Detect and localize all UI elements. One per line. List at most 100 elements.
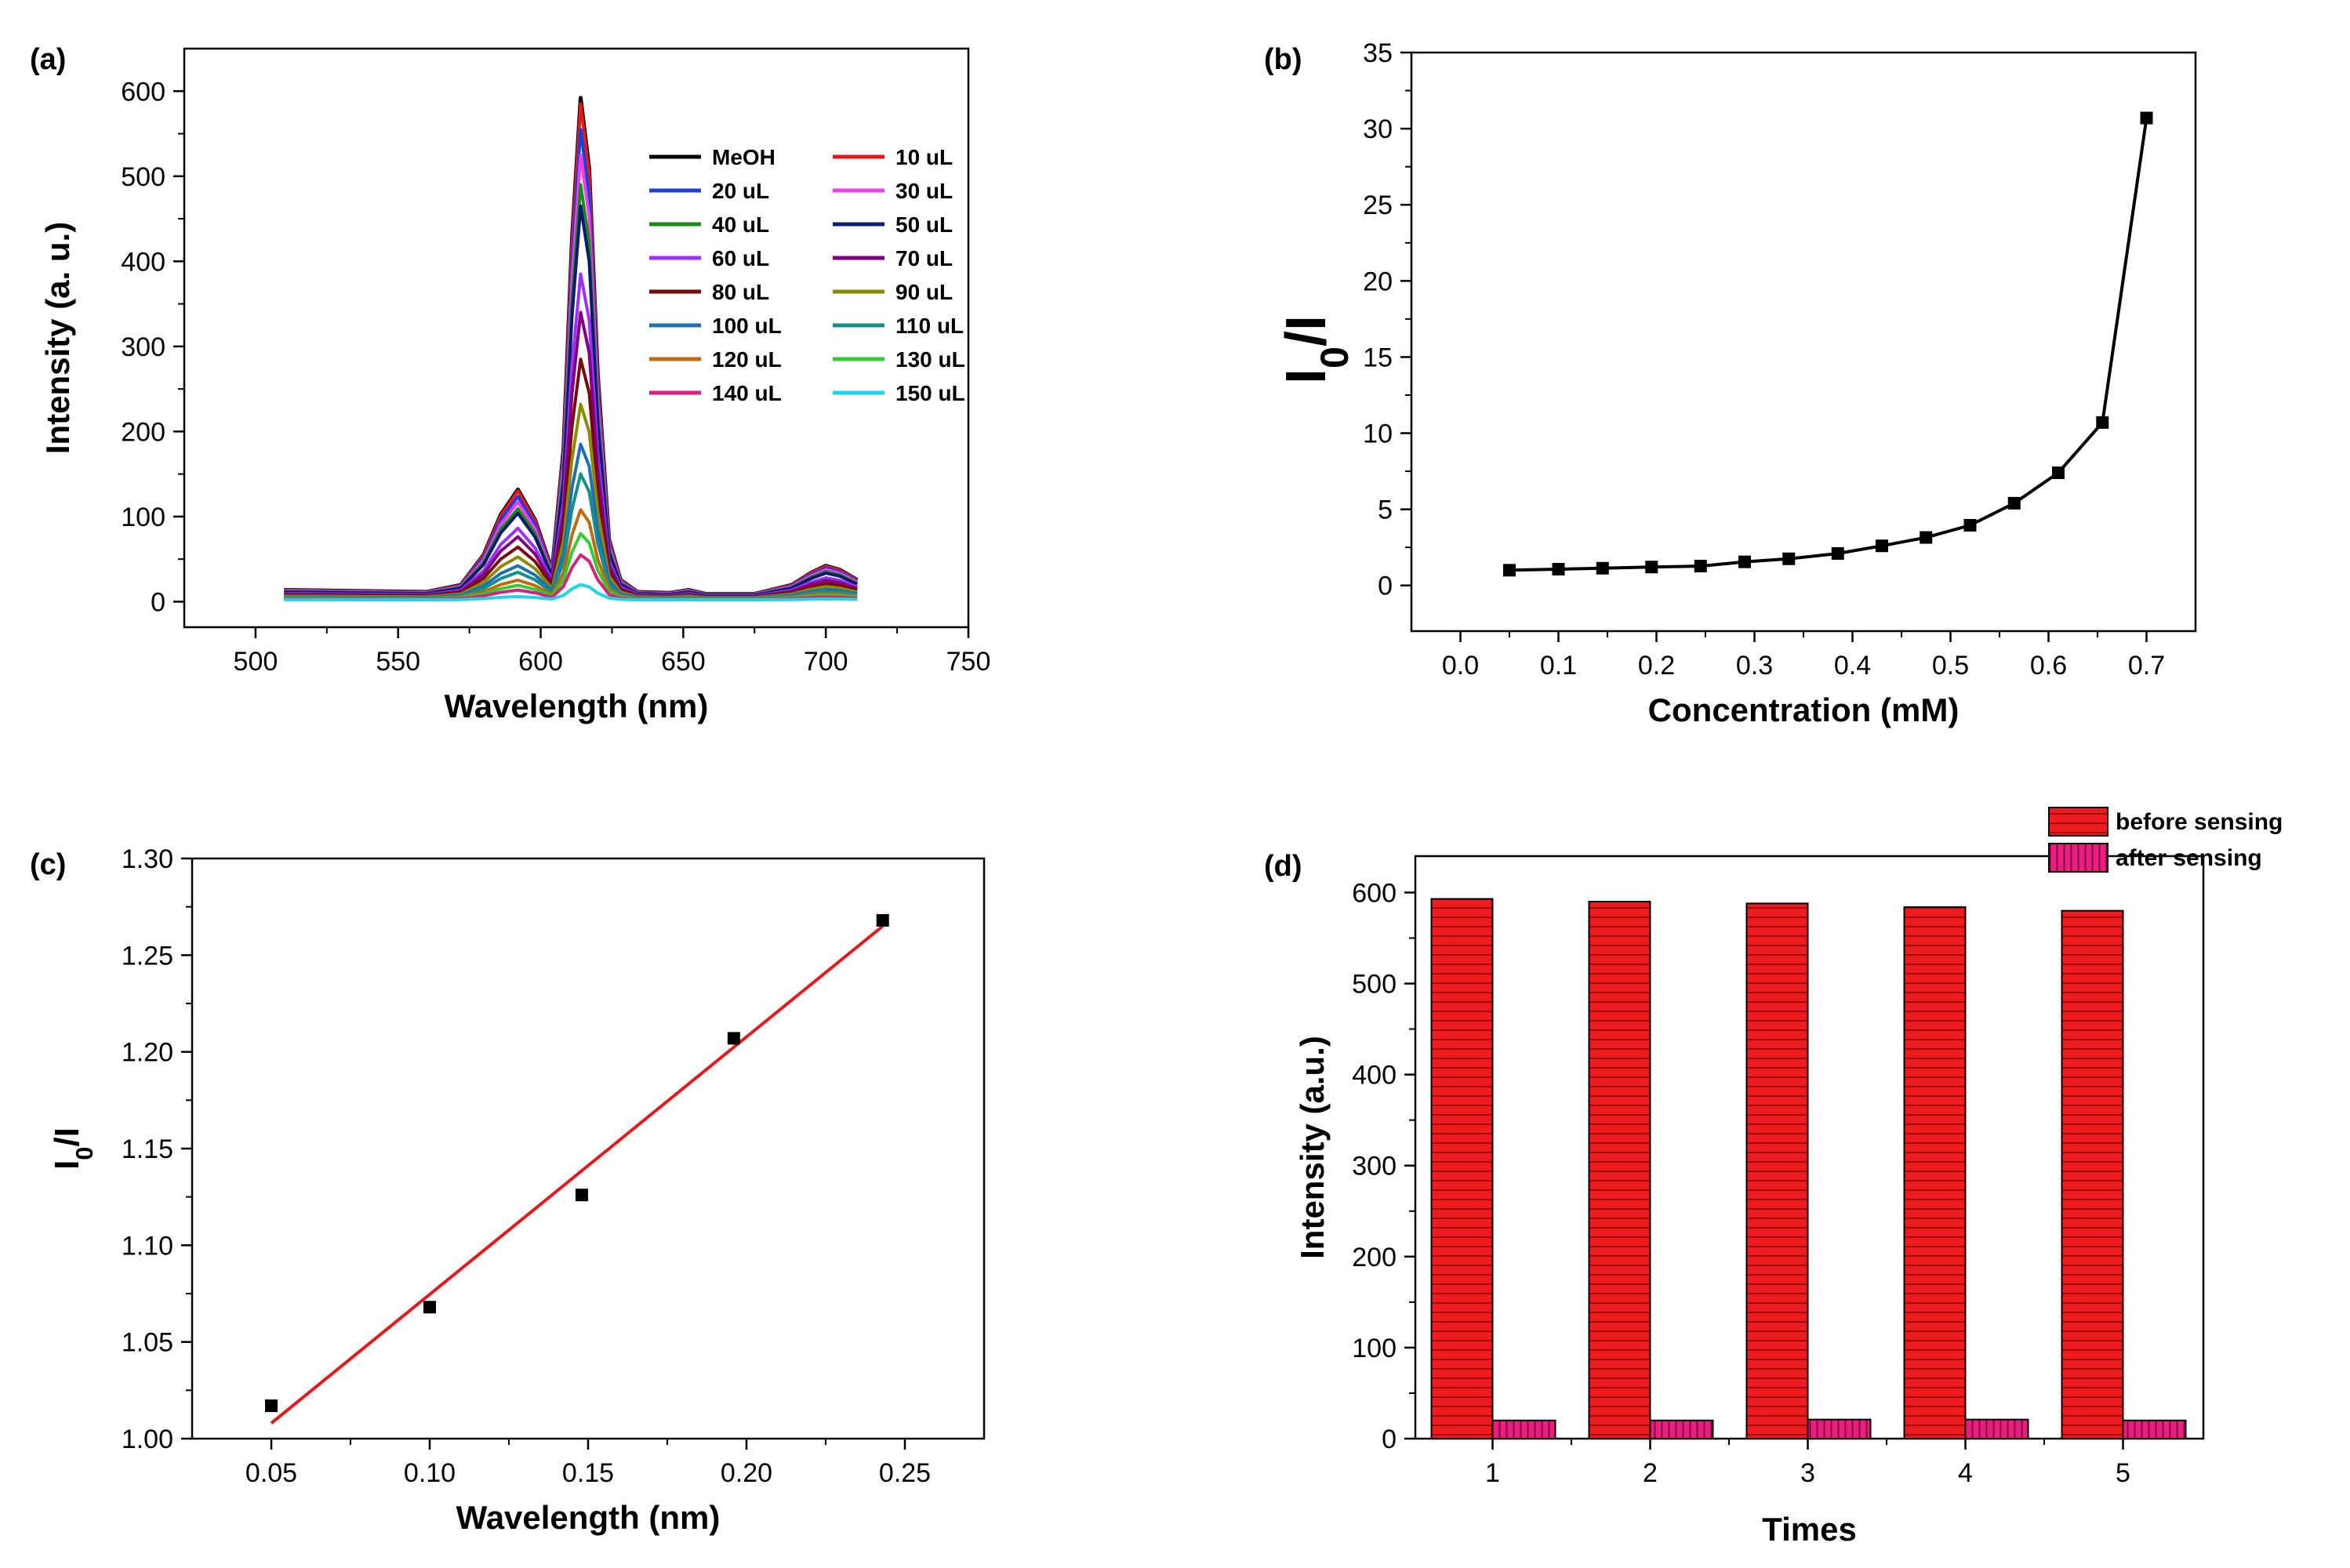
legend-label: after sensing (2116, 845, 2262, 871)
bar-before-sensing (2061, 909, 2124, 1439)
y-tick-label: 600 (121, 77, 165, 107)
data-point (265, 1399, 278, 1413)
series-line (284, 583, 858, 601)
legend-label: MeOH (712, 145, 775, 169)
y-tick-label: 1.10 (122, 1231, 173, 1261)
legend-label: 60 uL (712, 246, 769, 270)
bar-before-sensing (1903, 906, 1967, 1439)
y-tick-label: 100 (121, 503, 165, 532)
bar-before-sensing (1588, 901, 1651, 1439)
legend-swatch (2048, 843, 2108, 873)
x-tick-label: 2 (1643, 1458, 1658, 1488)
data-point (1596, 561, 1609, 575)
panel-label: (d) (1264, 850, 1302, 883)
plot-frame (191, 857, 986, 1440)
y-tick-label: 35 (1363, 38, 1393, 68)
y-tick-label: 500 (1352, 970, 1397, 1000)
panel-d: 0 100 200 300 400 500 600 1 2 3 4 5 Times Intensity (… (1264, 807, 2283, 1548)
data-point (2140, 111, 2153, 125)
bar-after-sensing (2122, 1419, 2187, 1439)
panel-a: 500 550 600 650 700 750 0 100 200 300 400 500 600 Wav… (30, 43, 990, 724)
data-point (876, 913, 889, 927)
panel-label: (a) (30, 43, 66, 76)
y-tick-label: 1.00 (122, 1425, 173, 1454)
data-point (1645, 561, 1658, 574)
panel-b: 0.0 0.1 0.2 0.3 0.4 0.5 0.6 0.7 0 5 10 15 20 25 30 35 Co… (1264, 38, 2197, 728)
series-line (1509, 118, 2148, 572)
data-point (1738, 555, 1751, 568)
legend-swatch (2048, 807, 2108, 837)
legend-label: 30 uL (895, 179, 953, 203)
x-tick-label: 3 (1800, 1458, 1815, 1488)
legend-label: 20 uL (712, 179, 769, 203)
legend-label: 100 uL (712, 314, 782, 338)
x-axis-label: Concentration (mM) (1648, 691, 1960, 728)
y-axis-label: I0/I (1275, 315, 1357, 384)
data-point (1552, 562, 1565, 575)
y-tick-label: 300 (121, 332, 165, 362)
y-axis-label: Intensity (a.u.) (1294, 1036, 1331, 1259)
legend-label: 50 uL (895, 212, 953, 237)
y-tick-label: 200 (1352, 1243, 1397, 1272)
x-tick-label: 0.25 (879, 1458, 931, 1488)
x-tick-label: 1 (1485, 1458, 1500, 1488)
legend-label: before sensing (2116, 809, 2283, 835)
series-line (284, 204, 859, 597)
data-point (727, 1032, 740, 1045)
panel-c: 0.05 0.10 0.15 0.20 0.25 1.00 1.05 1.10 1.15 1.20… (30, 844, 986, 1536)
data-point (1503, 564, 1516, 577)
x-tick-label: 0.5 (1932, 651, 1969, 681)
legend-label: 150 uL (895, 381, 965, 405)
y-tick-label: 200 (121, 417, 165, 447)
y-tick-label: 1.05 (122, 1328, 173, 1358)
y-tick-label: 400 (1352, 1061, 1397, 1091)
bar-before-sensing (1430, 898, 1494, 1439)
bar-after-sensing (1807, 1418, 1872, 1440)
x-tick-label: 0.2 (1638, 651, 1675, 681)
x-tick-label: 0.4 (1834, 651, 1871, 681)
panel-label: (b) (1264, 43, 1302, 76)
bar-after-sensing (1964, 1418, 2029, 1440)
x-tick-label: 0.15 (562, 1458, 614, 1488)
x-axis-label: Times (1762, 1511, 1857, 1548)
y-tick-label: 0 (1382, 1425, 1397, 1454)
x-axis-label: Wavelength (nm) (445, 688, 709, 724)
data-point (1876, 539, 1888, 553)
data-point (1831, 546, 1844, 560)
data-point (575, 1189, 588, 1202)
y-tick-label: 300 (1352, 1152, 1397, 1181)
x-tick-label: 650 (661, 647, 706, 677)
x-tick-label: 700 (804, 647, 848, 677)
panel-label: (c) (30, 848, 66, 881)
x-tick-label: 4 (1958, 1458, 1973, 1488)
legend-label: 120 uL (712, 347, 782, 372)
x-tick-label: 0.7 (2128, 651, 2165, 681)
legend-label: 110 uL (895, 314, 964, 338)
x-tick-label: 0.1 (1540, 651, 1577, 681)
data-point (1782, 552, 1796, 565)
y-tick-label: 400 (121, 247, 165, 277)
fit-line (270, 924, 884, 1425)
bar-after-sensing (1491, 1419, 1556, 1439)
legend-label: 80 uL (712, 280, 769, 304)
plot-frame (183, 47, 970, 629)
y-tick-label: 100 (1352, 1334, 1397, 1363)
y-tick-label: 10 (1363, 419, 1393, 449)
data-point (2052, 466, 2065, 480)
x-tick-label: 0.05 (245, 1458, 297, 1488)
x-tick-label: 600 (518, 647, 563, 677)
y-tick-label: 0 (1378, 572, 1393, 601)
x-tick-label: 500 (234, 647, 278, 677)
y-axis-label: I0/I (48, 1127, 98, 1170)
bar-after-sensing (1649, 1419, 1714, 1439)
data-point (1920, 531, 1933, 544)
y-tick-label: 15 (1363, 343, 1393, 372)
x-tick-label: 0.10 (404, 1458, 456, 1488)
legend-label: 40 uL (712, 212, 769, 237)
y-tick-label: 1.30 (122, 844, 173, 874)
y-axis-label: Intensity (a. u.) (39, 222, 76, 454)
data-point (1963, 519, 1977, 532)
x-tick-label: 0.20 (721, 1458, 772, 1488)
data-point (423, 1301, 436, 1314)
